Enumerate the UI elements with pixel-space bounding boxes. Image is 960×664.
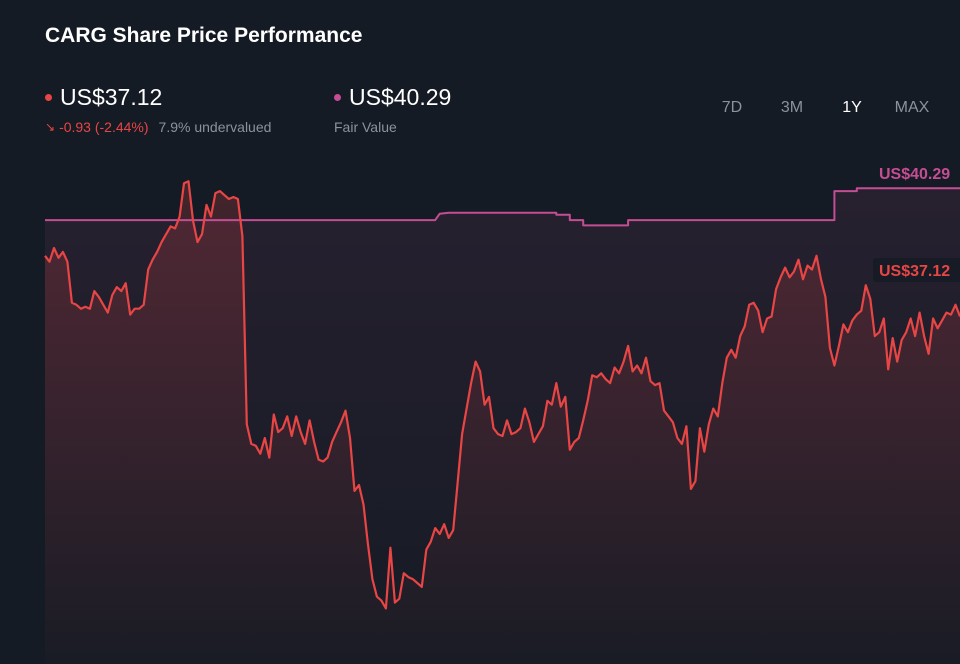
price-end-label-bg (873, 258, 960, 282)
fair-value-dot (334, 94, 341, 101)
fair-value-line (45, 187, 960, 227)
range-selector: 7D 3M 1Y MAX (702, 99, 942, 117)
fair-value-price: US$40.29 (349, 84, 452, 110)
current-price: US$37.12 (60, 84, 163, 110)
price-area (45, 181, 960, 664)
current-price-block: US$37.12 ↘ -0.93 (-2.44%) 7.9% undervalu… (45, 84, 271, 135)
fair-value-end-label-bg (873, 161, 960, 185)
price-change-value: -0.93 (-2.44%) (59, 119, 149, 135)
tab-max[interactable]: MAX (894, 99, 930, 116)
current-price-dot (45, 94, 52, 101)
chart-title: CARG Share Price Performance (45, 24, 363, 47)
arrow-down-right-icon: ↘ (45, 120, 56, 134)
price-change: ↘ -0.93 (-2.44%) (45, 119, 149, 135)
tab-3m[interactable]: 3M (780, 99, 804, 116)
price-line (44, 180, 960, 610)
tab-1y[interactable]: 1Y (842, 99, 862, 116)
price-end-label: US$37.12 (879, 263, 950, 280)
fair-value-label: Fair Value (334, 119, 397, 135)
tab-7d[interactable]: 7D (721, 99, 743, 116)
fair-value-end-label: US$40.29 (879, 166, 950, 183)
valuation-label: 7.9% undervalued (158, 119, 272, 135)
fair-value-block: US$40.29 Fair Value (334, 84, 451, 135)
